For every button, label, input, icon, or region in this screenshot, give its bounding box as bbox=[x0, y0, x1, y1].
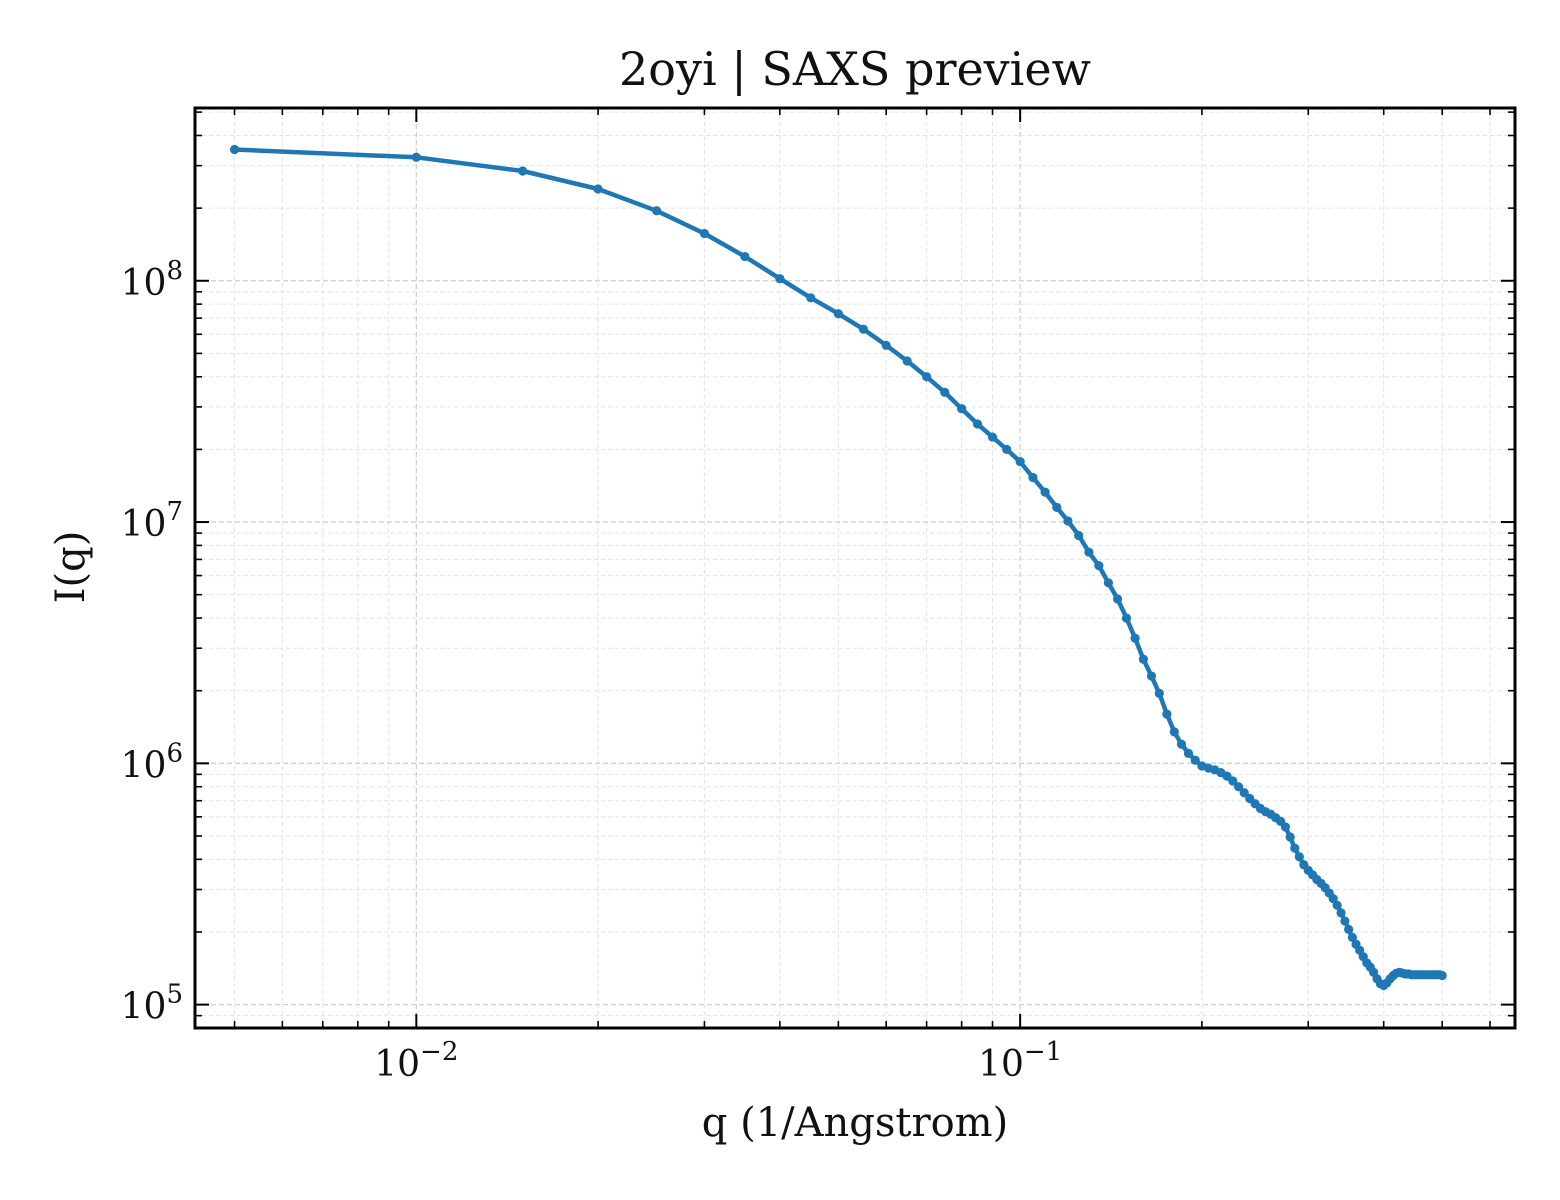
data-point bbox=[806, 293, 816, 303]
y-axis-label: I(q) bbox=[48, 531, 94, 604]
y-tick-label: 106 bbox=[121, 738, 183, 786]
plot-frame bbox=[193, 106, 1517, 1030]
data-point bbox=[833, 309, 843, 319]
data-point bbox=[1074, 530, 1084, 541]
data-point bbox=[1190, 755, 1200, 765]
data-point bbox=[987, 432, 998, 442]
data-point bbox=[1347, 932, 1357, 942]
data-point bbox=[1328, 894, 1338, 904]
axes: 10−2 10−1 105 106 107 108 bbox=[121, 106, 1517, 1085]
data-point bbox=[652, 206, 662, 216]
data-point bbox=[740, 251, 750, 262]
data-point bbox=[229, 144, 240, 155]
data-point bbox=[775, 274, 785, 284]
data-point bbox=[1028, 472, 1038, 483]
data-point bbox=[1228, 776, 1238, 786]
x-tick-label: 10−2 bbox=[374, 1037, 458, 1085]
data-point bbox=[1344, 924, 1354, 934]
data-point bbox=[1130, 633, 1140, 643]
data-point bbox=[699, 228, 710, 239]
data-point bbox=[881, 340, 891, 350]
data-point bbox=[1280, 822, 1291, 832]
data-point bbox=[1103, 578, 1113, 588]
data-point bbox=[518, 166, 528, 176]
data-point bbox=[1176, 739, 1187, 749]
data-point bbox=[1437, 970, 1447, 981]
data-point bbox=[1290, 843, 1300, 853]
data-point bbox=[1233, 782, 1244, 792]
data-point bbox=[1162, 709, 1172, 719]
data-point bbox=[1340, 916, 1350, 926]
x-tick-label: 10−1 bbox=[978, 1037, 1062, 1085]
data-point bbox=[1146, 671, 1157, 681]
x-axis-label: q (1/Angstrom) bbox=[702, 1100, 1008, 1146]
data-point bbox=[922, 372, 932, 382]
data-point bbox=[1112, 594, 1123, 604]
data-point bbox=[1169, 727, 1179, 737]
data-point bbox=[1094, 560, 1104, 571]
data-point bbox=[1336, 908, 1346, 918]
data-point bbox=[1239, 788, 1249, 798]
data-point bbox=[1002, 444, 1012, 455]
data-point bbox=[411, 152, 421, 162]
data-point bbox=[1183, 748, 1194, 758]
y-tick-label: 105 bbox=[121, 980, 183, 1028]
y-tick-label: 107 bbox=[121, 497, 183, 545]
data-point bbox=[1063, 516, 1073, 526]
data-point bbox=[858, 324, 868, 334]
data-point bbox=[1040, 487, 1050, 497]
data-point bbox=[1285, 832, 1295, 842]
data-point bbox=[1015, 457, 1025, 467]
data-point bbox=[972, 419, 983, 429]
y-tick-label: 108 bbox=[121, 256, 183, 304]
data-point bbox=[1084, 547, 1094, 557]
data-point bbox=[1138, 654, 1148, 664]
chart-title: 2oyi | SAXS preview bbox=[619, 42, 1091, 96]
data-point bbox=[1294, 852, 1304, 862]
grid-lines bbox=[195, 108, 1515, 1029]
data-point bbox=[940, 387, 950, 397]
data-point bbox=[1154, 688, 1164, 698]
data-point bbox=[593, 184, 603, 194]
data-point bbox=[1121, 613, 1132, 623]
data-point bbox=[1052, 502, 1062, 513]
data-point bbox=[957, 404, 967, 414]
data-point bbox=[1332, 900, 1342, 910]
plot-area bbox=[229, 144, 1447, 991]
data-point bbox=[902, 356, 912, 366]
